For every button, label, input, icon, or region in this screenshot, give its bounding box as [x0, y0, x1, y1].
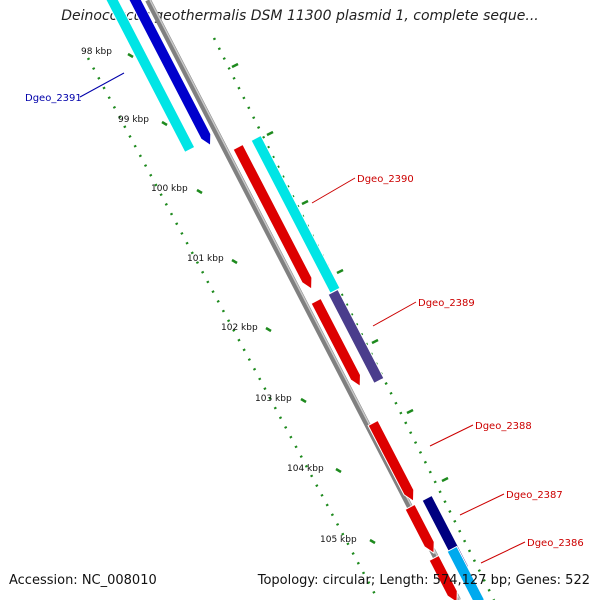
- tick-label: 102 kbp: [221, 323, 258, 333]
- gene-features: [105, 0, 486, 600]
- tick-mark: [161, 120, 168, 127]
- map-title: Deinococcus geothermalis DSM 11300 plasm…: [61, 8, 539, 24]
- gene-dgeo-2386: [428, 554, 458, 600]
- gene-leader-line: [372, 301, 417, 327]
- gene-label-dgeo-2388[interactable]: Dgeo_2388: [475, 421, 532, 432]
- tick-mark: [441, 476, 449, 483]
- tick-labels: 98 kbp 99 kbp 100 kbp 101 kbp 102 kbp 103 kbp…: [81, 47, 357, 545]
- tick-label: 101 kbp: [187, 254, 224, 264]
- tick-mark: [265, 326, 272, 333]
- tick-mark: [335, 467, 342, 474]
- gene-dgeo-2391: [128, 0, 212, 147]
- gene-label-dgeo-2390[interactable]: Dgeo_2390: [357, 174, 414, 185]
- gene-dgeo-2388: [367, 419, 415, 503]
- tick-mark: [406, 408, 414, 415]
- tick-mark: [369, 538, 376, 545]
- backbone-highlight: [149, 0, 461, 600]
- tick-mark: [127, 52, 134, 59]
- tick-mark: [231, 62, 239, 69]
- tick-label: 105 kbp: [320, 535, 357, 545]
- gene-labels: Dgeo_2391 Dgeo_2390 Dgeo_2389 Dgeo_2388 Dgeo…: [25, 72, 584, 564]
- tick-mark: [300, 397, 307, 404]
- gene-track-dgeo-2386-shadow: [446, 545, 486, 600]
- genome-summary: Topology: circular; Length: 574,127 bp; …: [257, 573, 590, 588]
- tick-label: 98 kbp: [81, 47, 112, 57]
- gene-track-dgeo-2391-shadow: [105, 0, 196, 154]
- gene-leader-line: [429, 424, 474, 447]
- gene-dgeo-2387: [404, 503, 435, 555]
- backbone-line: [145, 0, 461, 600]
- gene-leader-line: [459, 493, 505, 516]
- tick-mark: [231, 258, 238, 265]
- tick-label: 103 kbp: [255, 394, 292, 404]
- backbone: [145, 0, 461, 600]
- tick-mark: [266, 130, 274, 137]
- gene-dgeo-2390: [232, 143, 313, 290]
- tick-label: 100 kbp: [151, 184, 188, 194]
- tick-label: 99 kbp: [118, 115, 149, 125]
- tick-mark: [336, 268, 344, 275]
- accession-text: Accession: NC_008010: [9, 573, 157, 588]
- tick-marks: [127, 52, 449, 545]
- gene-label-dgeo-2386[interactable]: Dgeo_2386: [527, 538, 584, 549]
- gene-label-dgeo-2391[interactable]: Dgeo_2391: [25, 93, 82, 104]
- outer-tick-dots: [212, 37, 496, 600]
- tick-mark: [371, 338, 379, 345]
- gene-leader-line: [311, 177, 356, 204]
- tick-label: 104 kbp: [287, 464, 324, 474]
- gene-dgeo-2389: [310, 297, 361, 388]
- gene-leader-line: [480, 541, 526, 564]
- gene-leader-line: [79, 72, 125, 98]
- gene-label-dgeo-2387[interactable]: Dgeo_2387: [506, 490, 563, 501]
- gene-label-dgeo-2389[interactable]: Dgeo_2389: [418, 298, 475, 309]
- gene-track-dgeo-2389-shadow: [327, 288, 385, 384]
- tick-mark: [196, 188, 203, 195]
- tick-mark: [301, 199, 309, 206]
